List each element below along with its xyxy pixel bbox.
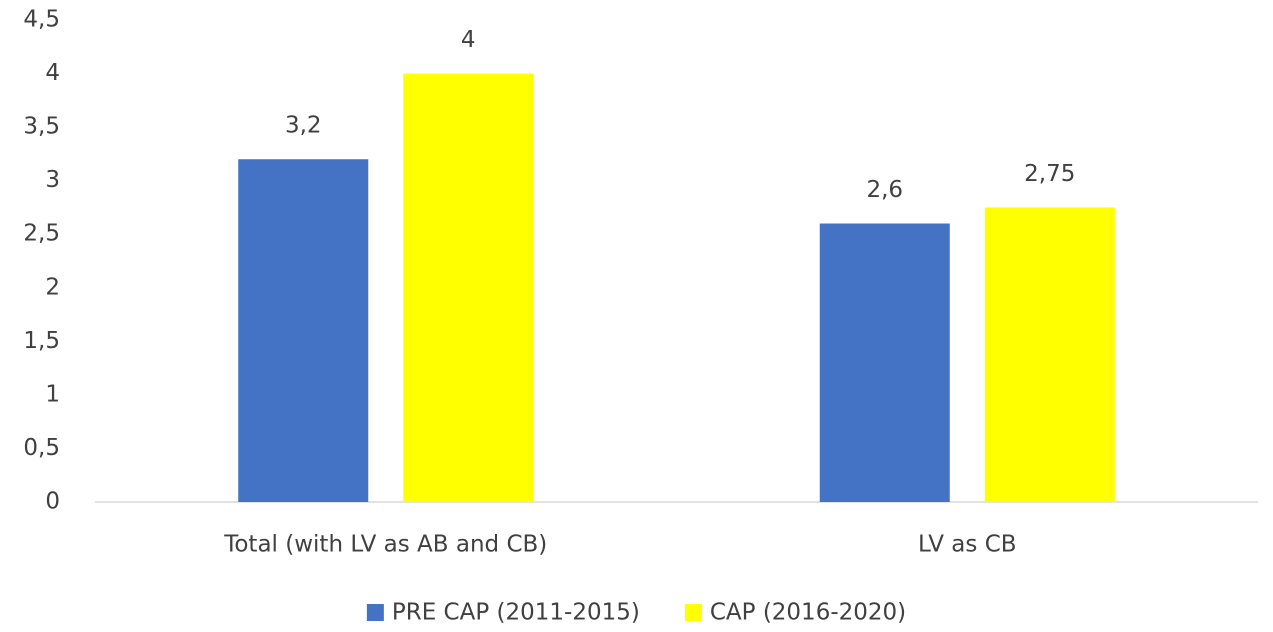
data-label: 2,75	[1024, 161, 1075, 187]
data-label: 3,2	[285, 113, 322, 139]
y-tick-label: 4,5	[23, 7, 60, 33]
y-tick-label: 3	[45, 167, 60, 193]
y-tick-label: 2,5	[23, 221, 60, 247]
x-tick-label: Total (with LV as AB and CB)	[223, 532, 547, 558]
bar	[984, 207, 1115, 502]
legend-label: PRE CAP (2011-2015)	[392, 600, 640, 626]
y-tick-label: 1,5	[23, 328, 60, 354]
bar	[403, 73, 534, 503]
legend-item: PRE CAP (2011-2015)	[366, 600, 640, 626]
bar	[819, 223, 950, 502]
legend-item: CAP (2016-2020)	[684, 600, 906, 626]
data-label: 4	[461, 27, 476, 53]
legend-label: CAP (2016-2020)	[710, 600, 906, 626]
y-tick-label: 4	[45, 60, 60, 86]
y-tick-label: 0	[45, 489, 60, 515]
bar	[238, 159, 369, 502]
y-tick-label: 0,5	[23, 435, 60, 461]
y-tick-label: 2	[45, 274, 60, 300]
x-tick-label: LV as CB	[918, 532, 1017, 558]
legend-swatch	[366, 604, 384, 621]
legend-swatch	[684, 604, 702, 621]
data-label: 2,6	[866, 177, 903, 203]
y-tick-label: 1	[45, 381, 60, 407]
y-tick-label: 3,5	[23, 114, 60, 140]
